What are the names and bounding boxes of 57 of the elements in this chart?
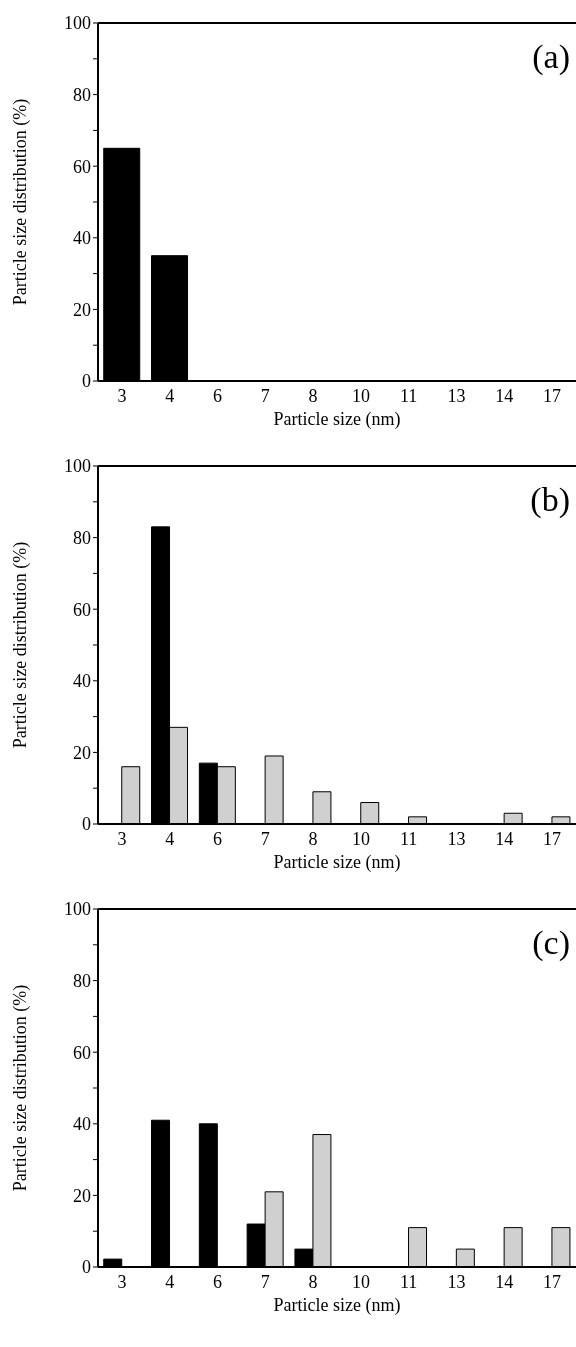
x-tick-label: 7 — [260, 828, 270, 849]
x-tick-label: 11 — [400, 828, 418, 849]
y-tick-label: 100 — [64, 899, 91, 920]
x-tick-label: 8 — [308, 828, 318, 849]
x-tick-label: 3 — [117, 828, 127, 849]
annotation: (b) — [530, 481, 570, 519]
x-tick-label: 14 — [495, 385, 514, 406]
x-tick-label: 3 — [117, 385, 127, 406]
x-tick-label: 13 — [447, 385, 466, 406]
x-tick-label: 14 — [495, 828, 514, 849]
x-tick-label: 4 — [165, 385, 175, 406]
x-tick-label: 3 — [117, 1271, 127, 1292]
x-tick-label: 14 — [495, 1271, 514, 1292]
x-tick-label: 10 — [351, 828, 370, 849]
x-tick-label: 7 — [260, 1271, 270, 1292]
x-tick-label: 8 — [308, 385, 318, 406]
y-tick-label: 40 — [73, 671, 91, 692]
y-tick-label: 80 — [73, 527, 91, 548]
y-tick-label: 100 — [64, 13, 91, 34]
y-tick-label: 60 — [73, 599, 91, 620]
x-tick-label: 17 — [543, 1271, 562, 1292]
y-tick-label: 40 — [73, 228, 91, 249]
x-tick-label: 11 — [400, 1271, 418, 1292]
y-tick-label: 20 — [73, 742, 91, 763]
y-axis-title: Particle size distribution (%) — [9, 984, 31, 1191]
y-tick-label: 20 — [73, 299, 91, 320]
x-tick-label: 11 — [400, 385, 418, 406]
y-tick-label: 40 — [73, 1114, 91, 1135]
y-axis-title: Particle size distribution (%) — [9, 541, 31, 748]
x-tick-label: 7 — [260, 385, 270, 406]
y-tick-label: 0 — [82, 814, 91, 835]
x-tick-label: 4 — [165, 1271, 175, 1292]
x-tick-label: 6 — [213, 828, 222, 849]
y-tick-label: 0 — [82, 371, 91, 392]
x-tick-label: 17 — [543, 385, 562, 406]
y-tick-label: 60 — [73, 156, 91, 177]
annotation: (c) — [532, 924, 570, 962]
y-tick-label: 0 — [82, 1257, 91, 1278]
x-axis-title: Particle size (nm) — [272, 409, 402, 430]
x-tick-label: 17 — [543, 828, 562, 849]
x-tick-label: 13 — [447, 1271, 466, 1292]
x-tick-label: 10 — [351, 1271, 370, 1292]
x-axis-title: Particle size (nm) — [272, 1295, 402, 1316]
y-tick-label: 100 — [64, 456, 91, 477]
y-axis-title: Particle size distribution (%) — [9, 98, 31, 305]
y-tick-label: 80 — [73, 970, 91, 991]
x-axis-title: Particle size (nm) — [272, 852, 402, 873]
x-tick-label: 6 — [213, 385, 222, 406]
x-tick-label: 4 — [165, 828, 175, 849]
y-tick-label: 80 — [73, 84, 91, 105]
y-tick-label: 20 — [73, 1185, 91, 1206]
x-tick-label: 13 — [447, 828, 466, 849]
x-tick-label: 6 — [213, 1271, 222, 1292]
x-tick-label: 10 — [351, 385, 370, 406]
x-tick-label: 8 — [308, 1271, 318, 1292]
annotation: (a) — [532, 38, 570, 76]
y-tick-label: 60 — [73, 1042, 91, 1063]
